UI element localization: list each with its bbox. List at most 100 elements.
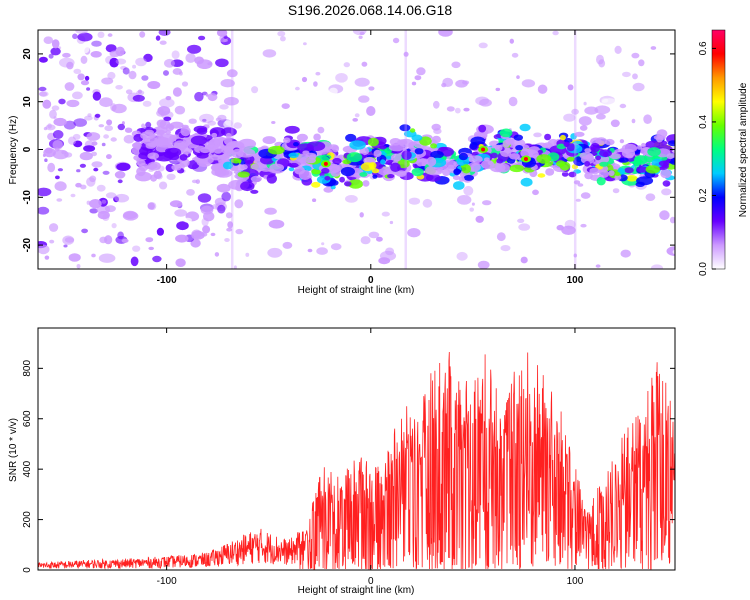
heatmap-noise-cell	[215, 58, 229, 68]
heatmap-noise-cell	[111, 223, 117, 229]
heatmap-noise-cell	[58, 98, 66, 105]
colorbar-scale	[711, 29, 726, 270]
heatmap-noise-cell	[277, 31, 286, 37]
heatmap-noise-cell	[532, 189, 539, 196]
heatmap-noise-cell	[94, 113, 101, 118]
snr-x-ticks: -100 0 100	[157, 328, 584, 587]
heatmap-signal-cell	[373, 149, 382, 157]
heatmap-signal-cell	[147, 142, 158, 148]
snr-frame	[37, 327, 676, 571]
heatmap-noise-cell	[137, 89, 142, 94]
heatmap-noise-cell	[408, 197, 421, 205]
heatmap-signal-cell	[453, 168, 462, 175]
heatmap-noise-cell	[107, 33, 113, 37]
heatmap-noise-cell	[83, 145, 96, 152]
heatmap-signal-cell	[262, 136, 276, 145]
heatmap-noise-cell	[121, 121, 125, 125]
heatmap-streak	[573, 30, 577, 269]
heatmap-noise-cell	[431, 123, 441, 131]
heatmap-noise-cell	[141, 75, 149, 81]
heatmap-noise-cell	[123, 134, 135, 144]
heatmap-noise-cell	[287, 81, 291, 85]
heatmap-noise-cell	[86, 177, 96, 187]
heatmap-noise-cell	[354, 77, 370, 87]
heatmap-noise-cell	[159, 40, 167, 45]
heatmap-noise-cell	[620, 249, 631, 258]
heatmap-noise-cell	[281, 103, 290, 109]
heatmap-noise-cell	[358, 35, 363, 39]
heatmap-signal-cell	[458, 176, 465, 182]
heatmap-noise-cell	[52, 140, 63, 150]
heatmap-noise-cell	[234, 199, 244, 209]
heatmap-noise-cell	[446, 262, 456, 269]
heatmap-signal-cell	[397, 139, 408, 146]
heatmap-noise-cell	[632, 82, 645, 92]
heatmap-signal-cell	[222, 170, 230, 176]
heatmap-noise-cell	[542, 42, 551, 51]
heatmap-noise-cell	[216, 30, 228, 37]
heatmap-noise-cell	[224, 238, 230, 242]
heatmap-noise-cell	[38, 206, 50, 215]
heatmap-noise-cell	[52, 130, 64, 139]
heatmap-noise-cell	[295, 86, 300, 91]
heatmap-signal-cell	[132, 142, 142, 149]
heatmap-noise-cell	[39, 91, 48, 97]
heatmap-noise-cell	[199, 113, 214, 124]
heatmap-signal-cell	[269, 163, 285, 172]
heatmap-noise-cell	[45, 124, 56, 131]
heatmap-noise-cell	[471, 202, 475, 206]
heatmap-noise-cell	[64, 237, 75, 243]
heatmap-signal-cell	[604, 138, 615, 146]
heatmap-noise-cell	[575, 198, 581, 202]
heatmap-signal-cell	[598, 169, 610, 178]
heatmap-noise-cell	[68, 136, 77, 145]
heatmap-signal-cell	[458, 152, 468, 161]
heatmap-signal-cell	[321, 167, 330, 174]
heatmap-signal-cell	[624, 167, 634, 174]
y-tick-label: -10	[22, 190, 33, 205]
heatmap-noise-cell	[117, 179, 123, 184]
heatmap-signal-cell	[537, 173, 546, 178]
heatmap-signal-cell	[359, 147, 370, 156]
colorbar: 0.0 0.2 0.4 0.6 Normalized spectral amplitu…	[698, 29, 749, 276]
heatmap-signal-cell	[387, 174, 395, 179]
heatmap-signal-cell	[635, 181, 645, 187]
heatmap-signal-cell	[660, 169, 672, 179]
heatmap-noise-cell	[368, 86, 375, 91]
heatmap-signal-cell	[180, 126, 191, 137]
heatmap-signal-cell	[166, 147, 182, 157]
heatmap-noise-cell	[251, 86, 259, 94]
heatmap-signal-cell	[431, 135, 441, 144]
heatmap-noise-cell	[516, 75, 520, 79]
heatmap-signal-cell	[344, 181, 352, 187]
heatmap-noise-cell	[319, 43, 332, 51]
heatmap-signal-cell	[609, 153, 621, 160]
heatmap-noise-cell	[91, 161, 103, 168]
heatmap-signal-cell	[545, 168, 555, 176]
heatmap-noise-cell	[76, 169, 81, 173]
heatmap-noise-cell	[50, 47, 61, 56]
heatmap-noise-cell	[185, 53, 196, 63]
heatmap-signal-cell	[419, 136, 432, 146]
heatmap-noise-cell	[520, 256, 528, 264]
heatmap-noise-cell	[268, 219, 285, 229]
heatmap-noise-cell	[73, 118, 87, 127]
heatmap-signal-cell	[171, 164, 182, 171]
heatmap-signal-cell	[544, 133, 552, 141]
heatmap-noise-cell	[612, 188, 620, 194]
heatmap-noise-cell	[479, 98, 492, 107]
heatmap-peak	[481, 147, 486, 152]
heatmap-noise-cell	[577, 183, 584, 187]
heatmap-noise-cell	[38, 86, 47, 92]
heatmap-signal-cell	[149, 133, 157, 138]
heatmap-noise-cell	[38, 187, 52, 197]
heatmap-noise-cell	[236, 212, 242, 216]
heatmap-noise-cell	[280, 36, 286, 42]
heatmap-noise-cell	[567, 84, 574, 91]
heatmap-noise-cell	[53, 117, 67, 127]
heatmap-noise-cell	[561, 225, 576, 235]
heatmap-signal-cell	[595, 155, 602, 161]
heatmap-signal-cell	[340, 166, 355, 177]
